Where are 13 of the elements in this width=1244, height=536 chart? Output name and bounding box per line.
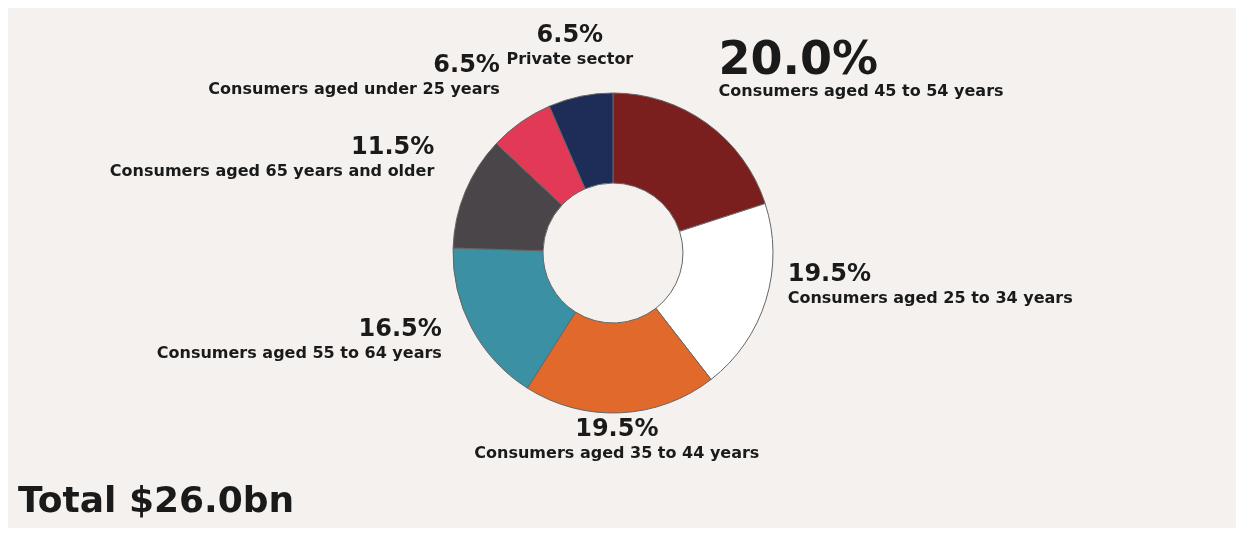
data-label: 19.5%	[575, 413, 659, 442]
slice-label: Consumers aged 25 to 34 years	[787, 288, 1073, 308]
text: Total $26.0bn	[18, 479, 295, 520]
slice-label: Consumers aged under 25 years	[208, 79, 500, 99]
slice-label: Consumers aged 65 years and older	[109, 161, 435, 181]
data-label: 19.5%	[787, 259, 871, 288]
slice-label: Private sector	[506, 48, 634, 68]
slice-label: Consumers aged 35 to 44 years	[474, 442, 760, 462]
data-label: 11.5%	[351, 132, 435, 161]
data-label: 6.5%	[433, 50, 500, 79]
data-label: 16.5%	[358, 313, 442, 342]
slice-label: Consumers aged 55 to 64 years	[156, 342, 442, 362]
data-label: 6.5%	[536, 19, 604, 48]
